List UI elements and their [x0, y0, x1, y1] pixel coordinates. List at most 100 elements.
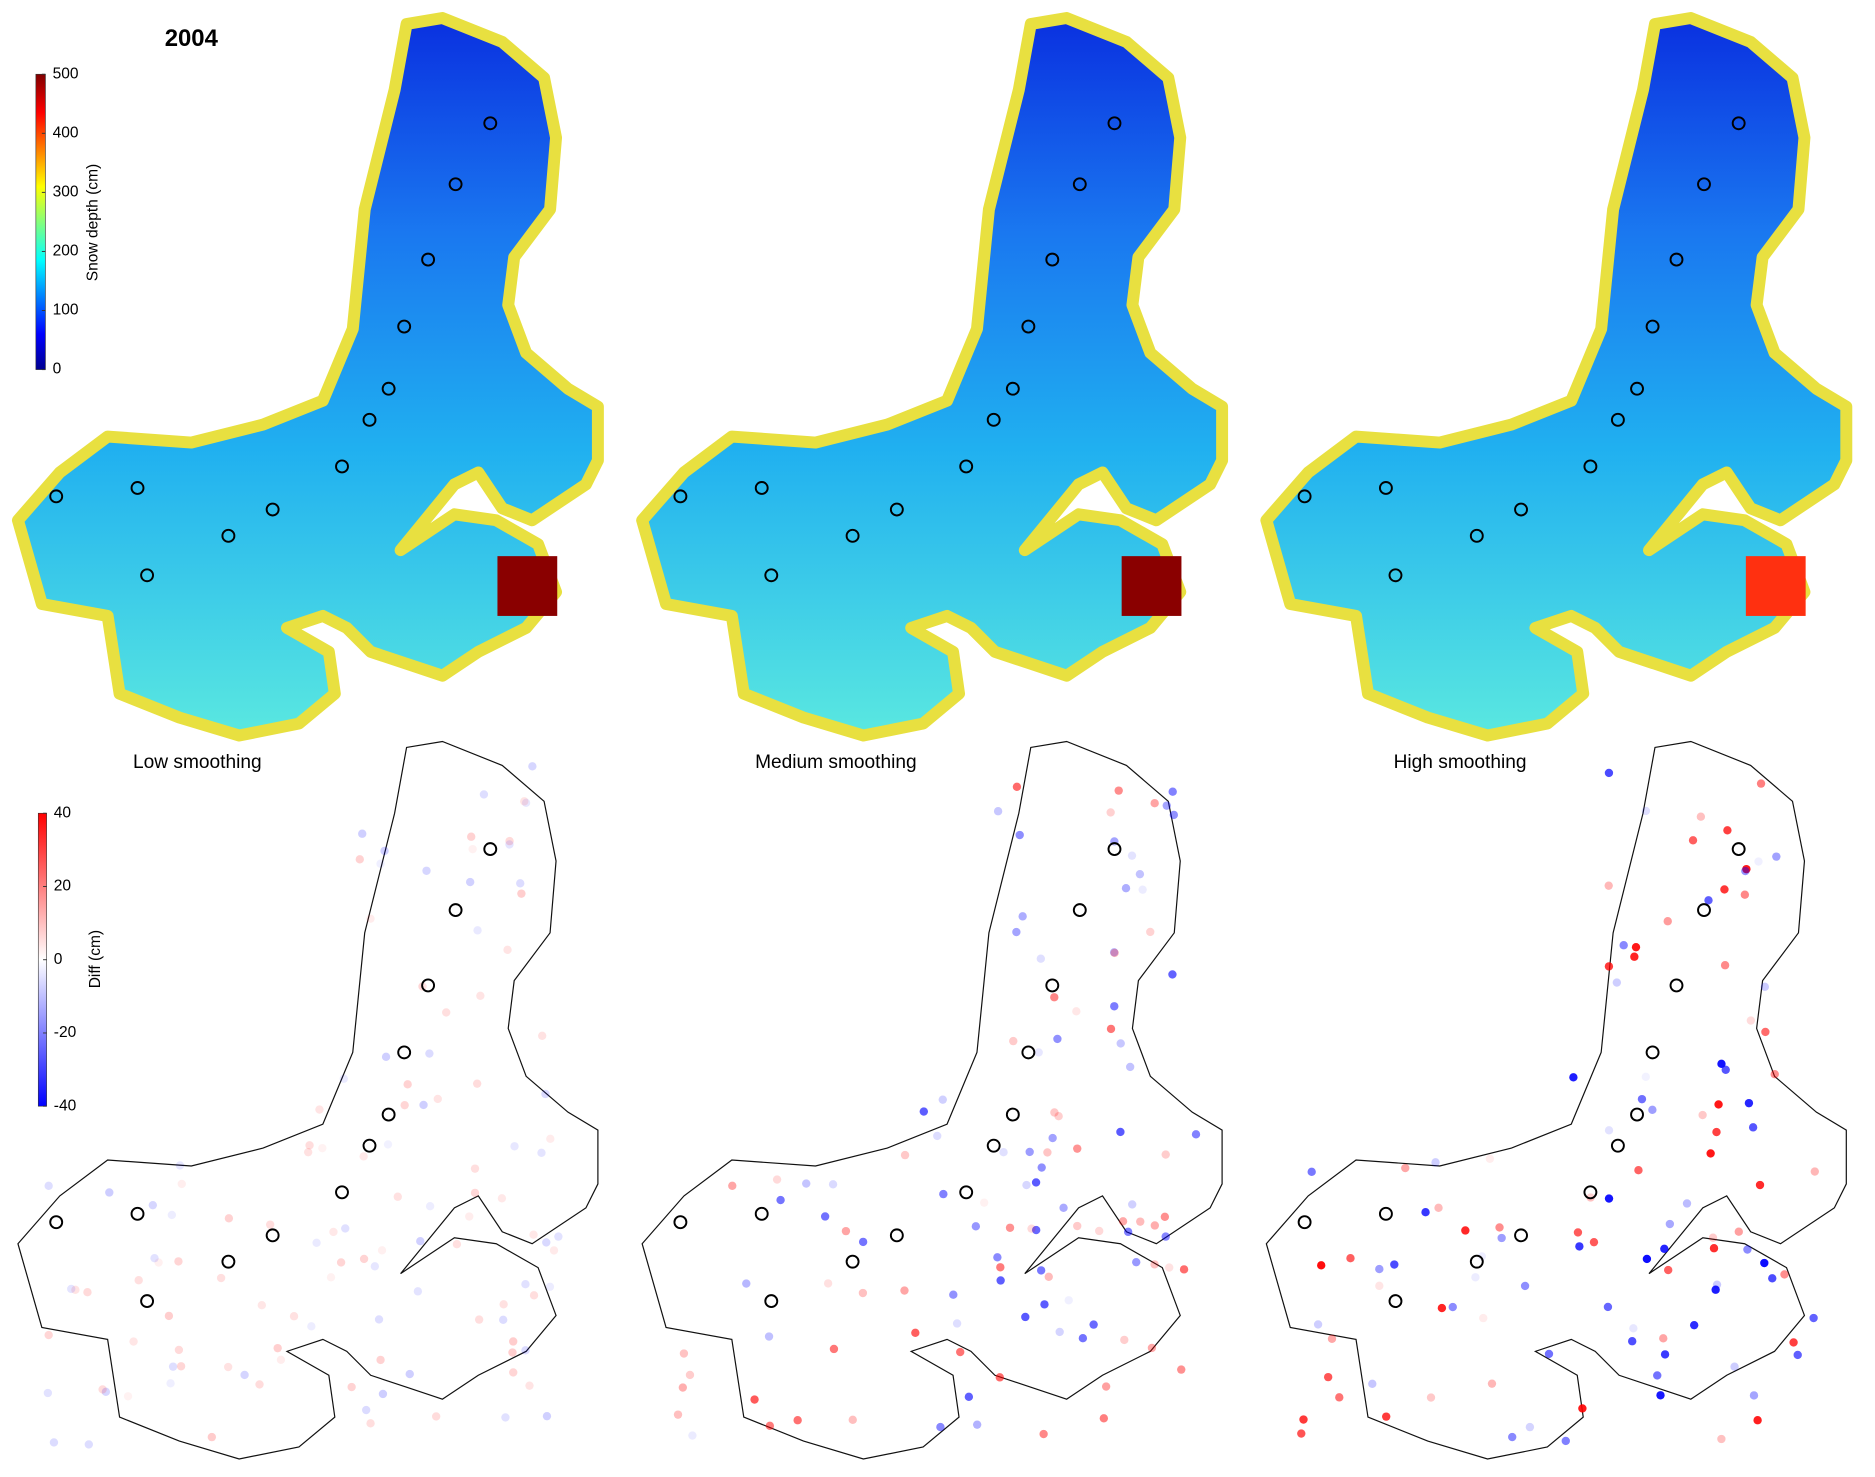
diff-dot	[1191, 1130, 1201, 1139]
diff-dot	[1698, 1110, 1707, 1120]
diff-dot	[467, 832, 476, 841]
diff-dot	[1031, 1178, 1041, 1187]
diff-dot	[1050, 993, 1059, 1002]
station	[1388, 568, 1403, 583]
diff-dot	[1741, 866, 1750, 876]
diff-dot	[44, 1330, 53, 1340]
diff-dot	[679, 1349, 689, 1358]
diff-dot	[43, 1388, 53, 1398]
diff-dot	[1078, 1334, 1088, 1343]
diff-dot	[802, 1179, 811, 1188]
diff-dot	[347, 1382, 356, 1392]
colorbar-tick-label: 200	[53, 243, 79, 260]
diff-dot	[1734, 1227, 1743, 1236]
diff-dot	[1127, 851, 1137, 860]
diff-dot	[425, 1202, 435, 1211]
diff-dot	[425, 1049, 434, 1058]
diff-dot	[505, 840, 514, 849]
station	[986, 1138, 1001, 1153]
diff-dot	[1477, 1252, 1487, 1261]
diff-map	[641, 740, 1223, 1460]
diff-dot	[900, 1286, 909, 1295]
snow-surface	[642, 18, 1222, 735]
station	[1645, 319, 1660, 334]
diff-dot	[995, 1373, 1004, 1382]
diff-dot	[1150, 1260, 1159, 1269]
diff-dot	[326, 1273, 336, 1282]
diff-dot	[1604, 768, 1614, 778]
station	[140, 568, 155, 583]
diff-dot	[1642, 1254, 1652, 1264]
diff-dot	[525, 1381, 534, 1390]
diff-dot	[508, 1348, 517, 1357]
diff-dot	[1162, 801, 1171, 810]
diff-dot	[168, 1362, 178, 1371]
diff-dot	[177, 1179, 186, 1189]
diff-dot	[1116, 1039, 1125, 1048]
colorbar-tick-label: 0	[54, 951, 63, 968]
diff-dot	[223, 1362, 233, 1372]
station	[1583, 1185, 1598, 1200]
diff-dot	[468, 844, 477, 854]
diff-dot	[470, 1164, 480, 1173]
diff-dot	[1299, 1415, 1308, 1424]
diff-dot	[538, 1031, 547, 1040]
diff-dot	[1485, 1154, 1495, 1163]
diff-dot	[1497, 1233, 1506, 1243]
snow-map	[1266, 18, 1846, 735]
snow-surface	[18, 18, 598, 735]
diff-dot	[1099, 1414, 1109, 1423]
diff-dot	[1754, 857, 1763, 866]
diff-dot	[1761, 1027, 1770, 1037]
diff-dot	[1132, 1257, 1141, 1267]
station	[959, 1185, 974, 1200]
diff-dot	[329, 1227, 338, 1237]
diff-dot	[315, 1105, 324, 1114]
diff-dot	[1634, 1166, 1643, 1175]
diff-dot	[1589, 1237, 1599, 1247]
diff-map	[1265, 740, 1847, 1460]
diff-dot	[1770, 1070, 1779, 1079]
station	[1731, 842, 1746, 857]
diff-dot	[529, 1230, 538, 1239]
diff-dot	[1659, 1334, 1668, 1343]
diff-dot	[1094, 1226, 1104, 1236]
station	[130, 1206, 145, 1221]
panel-title: Low smoothing	[133, 752, 262, 773]
diff-dot	[1177, 1365, 1186, 1374]
diff-dot	[1179, 1265, 1189, 1274]
diff-dot	[318, 1143, 327, 1153]
diff-dot	[257, 1301, 267, 1310]
diff-dot	[1053, 1034, 1062, 1044]
diff-dot	[303, 1147, 313, 1157]
diff-dot	[419, 1100, 428, 1110]
diff-dot	[964, 1392, 974, 1402]
station	[362, 1138, 377, 1153]
diff-dot	[1561, 1436, 1570, 1446]
diff-dot	[1169, 810, 1179, 820]
station	[1045, 252, 1060, 267]
diff-dot	[1012, 782, 1022, 791]
station	[845, 1254, 860, 1269]
snow-map	[18, 18, 598, 735]
diff-dot	[1150, 799, 1159, 808]
diff-dot	[1120, 1335, 1129, 1345]
diff-dot	[383, 1140, 393, 1149]
diff-dot	[1368, 1379, 1377, 1388]
colorbar-tick-label: 0	[53, 361, 62, 378]
diff-dot	[1612, 978, 1622, 987]
diff-dot	[1604, 1126, 1614, 1135]
diff-dot	[993, 1253, 1002, 1262]
diff-dot	[1604, 1194, 1614, 1203]
diff-dot	[1116, 1127, 1125, 1137]
diff-dot	[1637, 1094, 1647, 1104]
diff-dot	[1021, 1312, 1030, 1322]
diff-dot	[123, 1392, 133, 1401]
diff-dot	[1629, 1324, 1638, 1333]
station	[1645, 1045, 1660, 1060]
diff-dot	[380, 846, 389, 856]
station	[397, 1045, 412, 1060]
diff-dot	[49, 1438, 59, 1447]
diff-dot	[1110, 1002, 1119, 1011]
diff-dot	[1578, 1404, 1587, 1413]
